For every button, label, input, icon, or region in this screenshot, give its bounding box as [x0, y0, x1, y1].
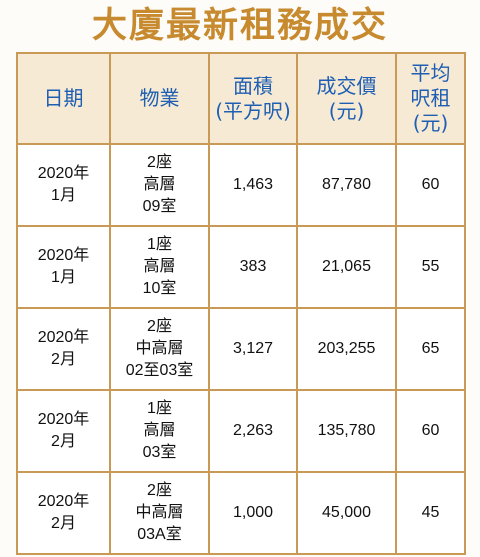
property-cell: 2座 高層 09室 — [109, 143, 210, 227]
rent-psf-cell: 55 — [395, 225, 466, 309]
rent-transactions-table: 日期 物業 面積 (平方呎) 成交價 (元) 平均 呎租 (元) — [16, 52, 466, 555]
area-cell: 383 — [208, 225, 298, 309]
rent-psf-cell: 45 — [395, 471, 466, 555]
date-cell: 2020年 2月 — [16, 307, 111, 391]
property-cell: 2座 中高層 03A室 — [109, 471, 210, 555]
table-row: 2020年 1月 2座 高層 09室 1,463 87,780 60 — [16, 143, 466, 227]
header-property: 物業 — [109, 52, 210, 145]
date-cell: 2020年 2月 — [16, 389, 111, 473]
price-cell: 21,065 — [296, 225, 397, 309]
area-cell: 2,263 — [208, 389, 298, 473]
price-cell: 135,780 — [296, 389, 397, 473]
page-title: 大廈最新租務成交 — [91, 6, 388, 46]
header-rent-psf: 平均 呎租 (元) — [395, 52, 466, 145]
table-row: 2020年 2月 2座 中高層 03A室 1,000 45,000 45 — [16, 471, 466, 555]
table-row: 2020年 1月 1座 高層 10室 383 21,065 55 — [16, 225, 466, 309]
header-price: 成交價 (元) — [296, 52, 397, 145]
property-cell: 1座 高層 03室 — [109, 389, 210, 473]
price-cell: 45,000 — [296, 471, 397, 555]
header-area: 面積 (平方呎) — [208, 52, 298, 145]
rent-psf-cell: 65 — [395, 307, 466, 391]
rent-psf-cell: 60 — [395, 143, 466, 227]
table-row: 2020年 2月 2座 中高層 02至03室 3,127 203,255 65 — [16, 307, 466, 391]
date-cell: 2020年 2月 — [16, 471, 111, 555]
header-date: 日期 — [16, 52, 111, 145]
property-cell: 1座 高層 10室 — [109, 225, 210, 309]
area-cell: 3,127 — [208, 307, 298, 391]
area-cell: 1,000 — [208, 471, 298, 555]
property-cell: 2座 中高層 02至03室 — [109, 307, 210, 391]
table-row: 2020年 2月 1座 高層 03室 2,263 135,780 60 — [16, 389, 466, 473]
rent-psf-cell: 60 — [395, 389, 466, 473]
header-row: 日期 物業 面積 (平方呎) 成交價 (元) 平均 呎租 (元) — [16, 52, 466, 145]
area-cell: 1,463 — [208, 143, 298, 227]
date-cell: 2020年 1月 — [16, 143, 111, 227]
date-cell: 2020年 1月 — [16, 225, 111, 309]
price-cell: 87,780 — [296, 143, 397, 227]
price-cell: 203,255 — [296, 307, 397, 391]
